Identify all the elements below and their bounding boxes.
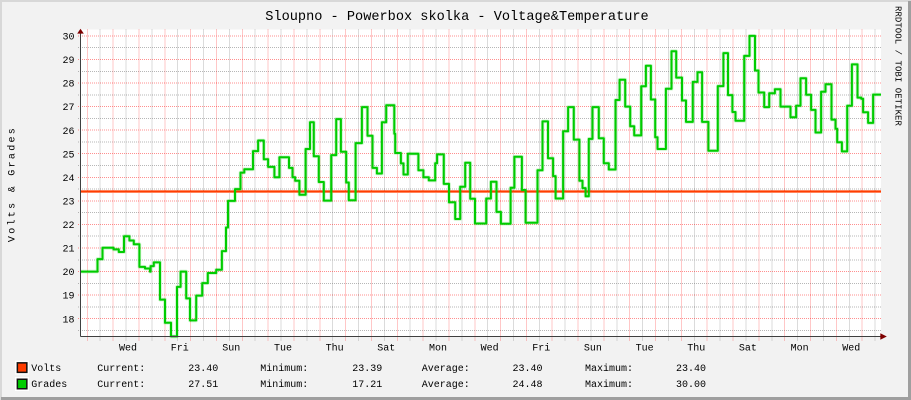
- svg-text:RRDTOOL / TOBI OETIKER: RRDTOOL / TOBI OETIKER: [893, 6, 903, 126]
- svg-text:23.40: 23.40: [188, 364, 218, 375]
- svg-text:Average:: Average:: [422, 364, 470, 375]
- svg-text:27.51: 27.51: [188, 380, 218, 391]
- svg-text:23.39: 23.39: [352, 364, 382, 375]
- svg-text:19: 19: [62, 292, 74, 303]
- svg-text:Thu: Thu: [687, 343, 705, 355]
- svg-text:20: 20: [62, 268, 74, 279]
- svg-text:Wed: Wed: [119, 343, 137, 355]
- svg-text:18: 18: [62, 315, 74, 326]
- svg-text:24: 24: [62, 174, 74, 185]
- svg-text:Sun: Sun: [584, 344, 602, 355]
- svg-text:Mon: Mon: [429, 344, 447, 355]
- svg-text:Wed: Wed: [842, 343, 860, 355]
- svg-text:Sat: Sat: [377, 344, 395, 355]
- svg-text:Fri: Fri: [171, 343, 189, 355]
- svg-text:Maximum:: Maximum:: [585, 363, 633, 375]
- svg-text:23.40: 23.40: [513, 364, 543, 375]
- svg-text:29: 29: [62, 56, 74, 67]
- svg-text:25: 25: [62, 150, 74, 161]
- svg-text:26: 26: [62, 127, 74, 138]
- svg-text:Minimum:: Minimum:: [260, 363, 308, 375]
- svg-text:Volts: Volts: [31, 363, 61, 375]
- svg-text:22: 22: [62, 221, 74, 232]
- svg-text:Mon: Mon: [791, 344, 809, 355]
- svg-text:Tue: Tue: [274, 344, 292, 355]
- svg-text:Current:: Current:: [97, 380, 145, 391]
- svg-text:28: 28: [62, 80, 74, 91]
- svg-text:Wed: Wed: [481, 343, 499, 355]
- svg-text:Thu: Thu: [326, 343, 344, 355]
- svg-text:Fri: Fri: [532, 343, 550, 355]
- svg-text:27: 27: [62, 103, 74, 114]
- svg-text:30: 30: [62, 33, 74, 44]
- svg-text:Current:: Current:: [97, 364, 145, 375]
- svg-text:23: 23: [62, 198, 74, 209]
- svg-text:Grades: Grades: [31, 379, 67, 391]
- svg-text:Tue: Tue: [636, 344, 654, 355]
- svg-text:Maximum:: Maximum:: [585, 379, 633, 391]
- svg-text:Sat: Sat: [739, 344, 757, 355]
- svg-text:Average:: Average:: [422, 380, 470, 391]
- svg-text:23.40: 23.40: [676, 364, 706, 375]
- svg-text:17.21: 17.21: [352, 380, 382, 391]
- svg-text:Sun: Sun: [222, 344, 240, 355]
- svg-text:Volts & Grades: Volts & Grades: [7, 126, 19, 242]
- svg-text:Minimum:: Minimum:: [260, 379, 308, 391]
- svg-text:Sloupno - Powerbox skolka - Vo: Sloupno - Powerbox skolka - Voltage&Temp…: [265, 10, 648, 25]
- svg-text:24.48: 24.48: [513, 380, 543, 391]
- svg-text:21: 21: [62, 245, 74, 256]
- svg-text:30.00: 30.00: [676, 380, 706, 391]
